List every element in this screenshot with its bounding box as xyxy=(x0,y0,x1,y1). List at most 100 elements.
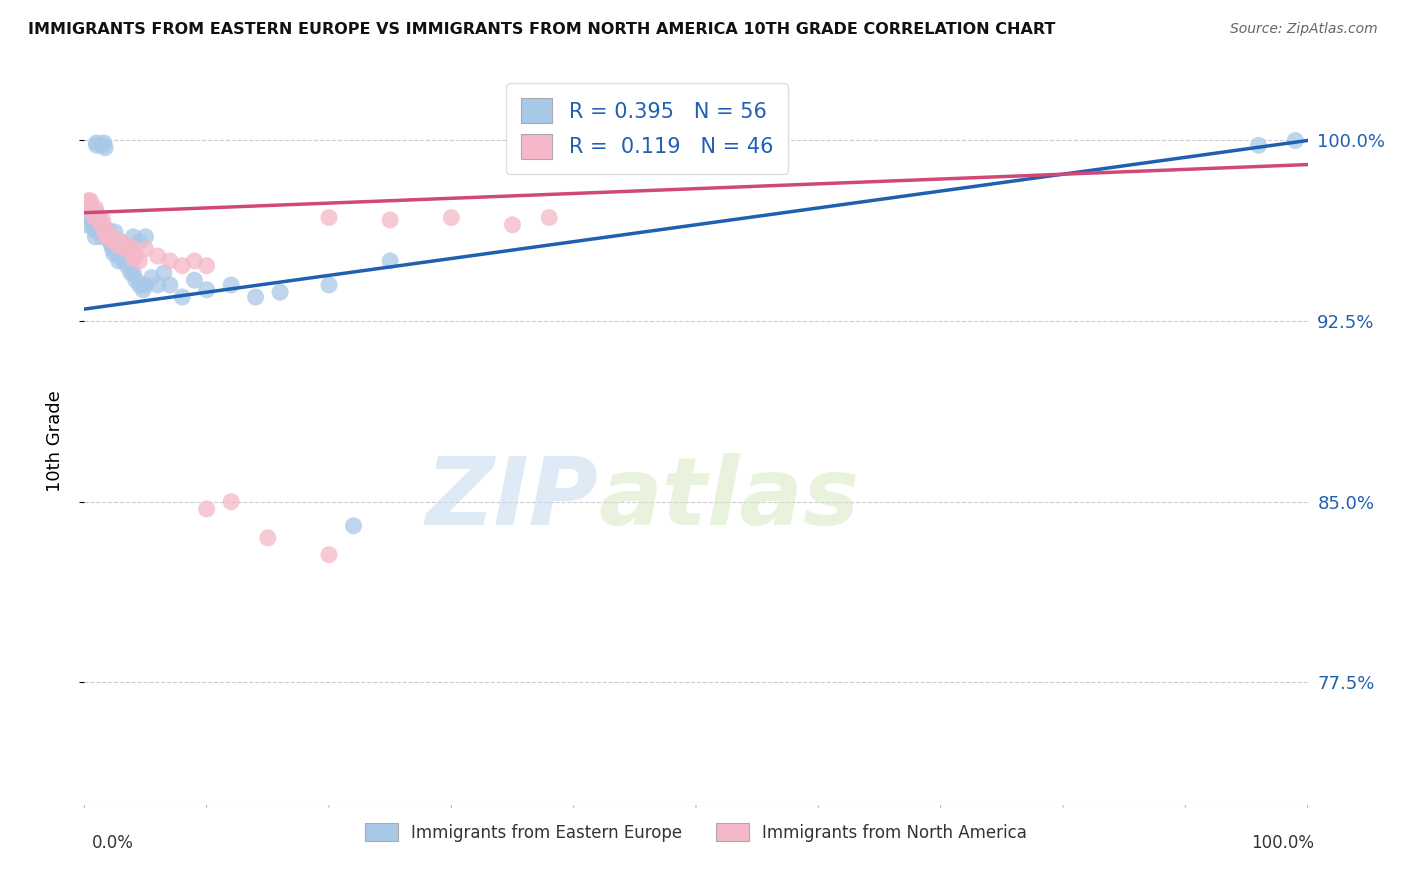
Point xyxy=(122,230,145,244)
Point xyxy=(83,222,105,236)
Point xyxy=(77,194,100,208)
Point xyxy=(110,235,132,249)
Point xyxy=(91,138,114,153)
Point xyxy=(100,237,122,252)
Point xyxy=(107,253,129,268)
Point xyxy=(76,218,98,232)
Point xyxy=(98,235,121,249)
Point xyxy=(80,201,103,215)
Point xyxy=(135,230,157,244)
Point xyxy=(122,252,145,266)
Text: atlas: atlas xyxy=(598,453,859,545)
Point xyxy=(159,253,181,268)
Point xyxy=(97,230,120,244)
Point xyxy=(97,222,120,236)
Point xyxy=(172,290,194,304)
Point xyxy=(128,253,150,268)
Point xyxy=(105,235,128,249)
Point xyxy=(89,215,111,229)
Point xyxy=(128,235,150,249)
Point xyxy=(380,253,402,268)
Point xyxy=(245,290,267,304)
Point xyxy=(135,242,157,256)
Point xyxy=(79,201,101,215)
Point xyxy=(183,253,205,268)
Point xyxy=(107,239,129,253)
Point xyxy=(110,242,132,256)
Point xyxy=(76,201,98,215)
Point xyxy=(120,266,142,280)
Point xyxy=(153,266,176,280)
Point xyxy=(93,222,115,236)
Y-axis label: 10th Grade: 10th Grade xyxy=(45,391,63,492)
Point xyxy=(84,230,107,244)
Point xyxy=(115,242,138,256)
Point xyxy=(128,278,150,293)
Text: 0.0%: 0.0% xyxy=(91,834,134,852)
Point xyxy=(269,285,291,300)
Point xyxy=(195,283,218,297)
Legend: Immigrants from Eastern Europe, Immigrants from North America: Immigrants from Eastern Europe, Immigran… xyxy=(359,817,1033,848)
Point xyxy=(115,242,138,256)
Point xyxy=(96,230,118,244)
Point xyxy=(93,136,115,150)
Text: Source: ZipAtlas.com: Source: ZipAtlas.com xyxy=(1230,22,1378,37)
Point xyxy=(86,136,108,150)
Point xyxy=(97,230,120,244)
Text: ZIP: ZIP xyxy=(425,453,598,545)
Point xyxy=(195,259,218,273)
Point xyxy=(257,531,280,545)
Point xyxy=(172,259,194,273)
Point xyxy=(1247,138,1270,153)
Point xyxy=(87,222,110,236)
Point xyxy=(77,196,100,211)
Point xyxy=(135,278,157,293)
Point xyxy=(89,225,111,239)
Point xyxy=(91,213,114,227)
Point xyxy=(120,239,142,253)
Point xyxy=(146,278,169,293)
Point xyxy=(219,278,242,293)
Point xyxy=(82,218,104,232)
Point xyxy=(105,235,128,249)
Point xyxy=(82,205,104,219)
Point xyxy=(103,235,125,249)
Point xyxy=(110,235,132,249)
Point xyxy=(101,242,124,256)
Point xyxy=(90,218,112,232)
Point xyxy=(84,201,107,215)
Point xyxy=(195,502,218,516)
Point xyxy=(87,211,110,225)
Point xyxy=(146,249,169,263)
Point xyxy=(115,259,138,273)
Point xyxy=(132,283,155,297)
Point xyxy=(77,211,100,225)
Point xyxy=(1284,133,1306,147)
Point xyxy=(94,141,117,155)
Point xyxy=(94,225,117,239)
Point xyxy=(159,278,181,293)
Point xyxy=(538,211,561,225)
Point xyxy=(112,253,135,268)
Point xyxy=(318,548,340,562)
Point xyxy=(86,205,108,219)
Point xyxy=(380,213,402,227)
Point xyxy=(125,273,148,287)
Point xyxy=(141,270,163,285)
Point xyxy=(318,211,340,225)
Point xyxy=(318,278,340,293)
Point xyxy=(79,194,101,208)
Point xyxy=(122,244,145,259)
Point xyxy=(104,225,127,239)
Point xyxy=(87,218,110,232)
Point xyxy=(97,225,120,239)
Point xyxy=(440,211,463,225)
Point xyxy=(122,266,145,280)
Point xyxy=(96,230,118,244)
Point xyxy=(100,230,122,244)
Point xyxy=(86,138,108,153)
Point xyxy=(502,218,524,232)
Point xyxy=(90,230,112,244)
Text: IMMIGRANTS FROM EASTERN EUROPE VS IMMIGRANTS FROM NORTH AMERICA 10TH GRADE CORRE: IMMIGRANTS FROM EASTERN EUROPE VS IMMIGR… xyxy=(28,22,1056,37)
Point xyxy=(103,246,125,260)
